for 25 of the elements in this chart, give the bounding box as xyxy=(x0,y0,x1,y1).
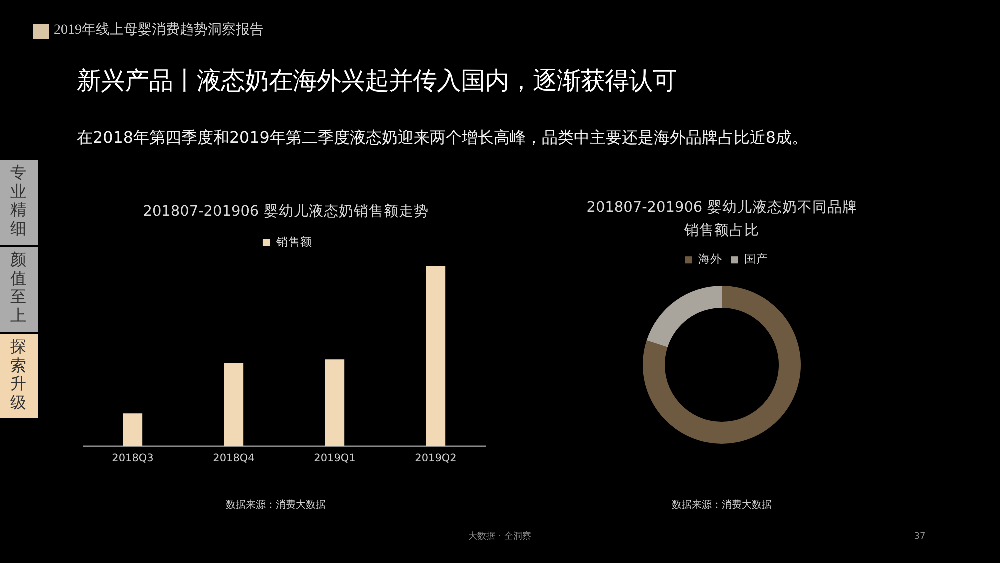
donut-slice xyxy=(643,286,801,444)
x-tick-label: 2019Q2 xyxy=(415,452,457,464)
x-tick-label: 2018Q3 xyxy=(112,452,154,464)
donut-slice xyxy=(646,286,722,348)
bar xyxy=(123,414,143,446)
legend-label: 销售额 xyxy=(275,234,312,249)
text: 在2018年第四季度和2019年第二季度液态奶迎来两个增长高峰，品类中主要还是海外品牌占比近8成。 xyxy=(77,127,808,149)
source-note: 数据来源：消费大数据 xyxy=(671,499,773,512)
chart-title: 201807-201906 婴幼儿液态奶不同品牌销售额占比 xyxy=(586,198,858,241)
text: 大数据 · 全洞察 xyxy=(468,531,532,543)
text: 新兴产品丨液态奶在海外兴起并传入国内，逐渐获得认可 xyxy=(77,65,677,97)
legend-label: 国产 xyxy=(744,252,768,266)
source-note: 数据来源：消费大数据 xyxy=(225,499,327,512)
text: 2019年线上母婴消费趋势洞察报告 xyxy=(54,22,264,40)
x-tick-label: 2019Q1 xyxy=(314,452,356,464)
bar xyxy=(224,363,244,446)
bar xyxy=(426,266,446,446)
legend-label: 海外 xyxy=(698,252,722,266)
tab: 颜值至上 xyxy=(0,247,38,332)
text: 37 xyxy=(913,531,927,543)
bar xyxy=(325,360,345,446)
tab: 探索升级 xyxy=(0,334,38,418)
x-tick-label: 2018Q4 xyxy=(213,452,256,464)
tab: 专业精细 xyxy=(0,160,38,245)
chart-title: 201807-201906 婴幼儿液态奶销售额走势 xyxy=(142,202,430,222)
